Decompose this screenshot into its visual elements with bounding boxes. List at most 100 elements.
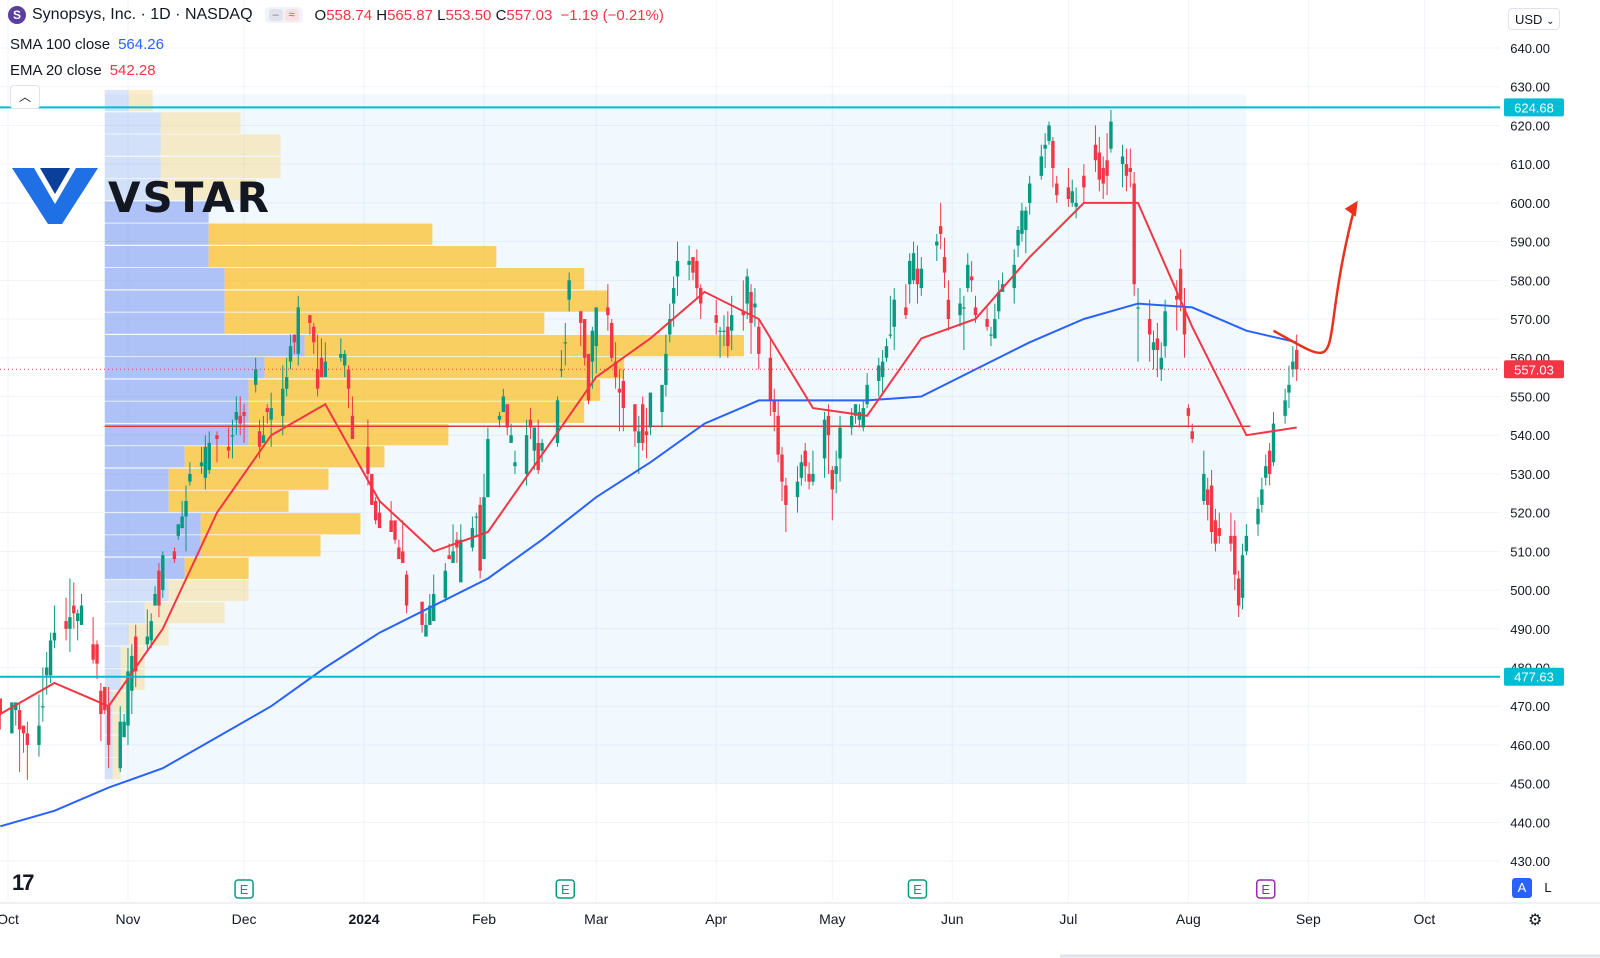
candle-body bbox=[675, 260, 680, 277]
candle-body bbox=[323, 361, 328, 378]
candle bbox=[52, 605, 57, 649]
volume-profile-down-bar bbox=[112, 735, 121, 758]
candle bbox=[1051, 137, 1055, 188]
candle bbox=[563, 322, 567, 366]
volume-profile-down-bar bbox=[168, 579, 249, 601]
candle bbox=[880, 350, 885, 393]
candle-body bbox=[753, 303, 757, 308]
price-tick-label: 580.00 bbox=[1510, 273, 1550, 288]
candle bbox=[633, 404, 637, 447]
candle bbox=[1147, 299, 1152, 362]
candle bbox=[199, 446, 204, 474]
low-value: 553.50 bbox=[445, 6, 492, 24]
candle-body bbox=[188, 473, 192, 482]
candle-body bbox=[691, 257, 695, 273]
price-tick-label: 450.00 bbox=[1510, 777, 1550, 792]
candle bbox=[312, 322, 316, 354]
candle bbox=[745, 268, 749, 320]
candle-body bbox=[1267, 450, 1272, 474]
candle-body bbox=[103, 686, 107, 711]
candle-body bbox=[401, 551, 405, 563]
log-scale-button[interactable]: L bbox=[1544, 880, 1552, 895]
candle bbox=[772, 388, 776, 432]
candle-body bbox=[1206, 489, 1210, 505]
volume-profile-down-bar bbox=[160, 178, 257, 201]
candle-body bbox=[644, 431, 649, 436]
price-axis[interactable]: 640.00 630.00 620.00 610.00 600.00 590.00 580.… bbox=[1500, 0, 1600, 958]
candle-body bbox=[962, 307, 966, 309]
price-tick-label: 490.00 bbox=[1510, 622, 1550, 637]
candle bbox=[985, 307, 989, 331]
tradingview-logo-icon[interactable]: 17 bbox=[12, 870, 35, 895]
volume-profile-up-bar bbox=[104, 490, 169, 512]
volume-profile-up-bar bbox=[104, 268, 225, 290]
candle-body bbox=[1159, 357, 1163, 370]
time-tick-label: Dec bbox=[232, 911, 257, 927]
volume-profile-down-bar bbox=[200, 535, 321, 557]
volume-profile-up-bar bbox=[104, 446, 185, 468]
candle-body bbox=[509, 435, 513, 443]
settings-gear-icon[interactable]: ⚙ bbox=[1528, 912, 1543, 929]
indicator-sma[interactable]: SMA 100 close 564.26 bbox=[10, 36, 164, 53]
volume-profile-down-bar bbox=[208, 245, 497, 268]
candle-body bbox=[1066, 187, 1071, 200]
volume-profile-down-bar bbox=[184, 446, 385, 468]
candle-body bbox=[617, 388, 622, 393]
candle-body bbox=[1186, 408, 1191, 416]
candle bbox=[1182, 288, 1187, 358]
currency-select[interactable]: USD ⌄ bbox=[1508, 8, 1560, 30]
candlesticks[interactable] bbox=[0, 109, 1299, 780]
indicator-ema[interactable]: EMA 20 close 542.28 bbox=[10, 62, 156, 79]
symbol-title[interactable]: Synopsys, Inc. · 1D · NASDAQ bbox=[32, 6, 253, 23]
candle-body bbox=[877, 365, 881, 381]
market-status-pill[interactable]: – ≈ bbox=[264, 7, 303, 23]
candle-body bbox=[536, 442, 540, 471]
candle bbox=[935, 233, 939, 261]
candle-body bbox=[52, 632, 57, 641]
candle-body bbox=[79, 605, 84, 625]
sma-100-line bbox=[0, 302, 1297, 828]
candle bbox=[1287, 365, 1291, 409]
candle bbox=[145, 609, 150, 653]
candle-body bbox=[215, 435, 219, 440]
candle-body bbox=[269, 408, 273, 420]
candle-body bbox=[695, 260, 699, 289]
candle bbox=[509, 423, 513, 443]
candle bbox=[691, 257, 695, 281]
candle bbox=[25, 721, 30, 780]
volume-profile-up-bar bbox=[104, 468, 169, 490]
candle-body bbox=[1202, 473, 1206, 502]
candle-body bbox=[234, 411, 239, 420]
candle-body bbox=[226, 446, 231, 451]
candle-body bbox=[308, 315, 312, 323]
earnings-marker-box bbox=[907, 879, 928, 899]
candle bbox=[877, 357, 881, 397]
candle bbox=[79, 593, 84, 625]
candle-body bbox=[161, 555, 165, 591]
earnings-marker-label: E bbox=[1261, 882, 1270, 897]
volume-profile-down-bar bbox=[248, 424, 449, 446]
candle-body bbox=[555, 400, 560, 443]
candle bbox=[234, 396, 239, 436]
time-axis[interactable]: Oct Nov Dec 2024 Feb Mar Apr May Jun Jul Aug Sep Oct bbox=[0, 902, 1600, 958]
candle-body bbox=[640, 404, 645, 443]
candle-body bbox=[284, 377, 289, 389]
candle-body bbox=[180, 516, 184, 529]
change-value: −1.19 (−0.21%) bbox=[560, 6, 664, 24]
auto-scale-button[interactable]: A bbox=[1512, 878, 1532, 898]
candle bbox=[1229, 512, 1233, 552]
candle bbox=[908, 253, 912, 304]
candle bbox=[157, 562, 161, 618]
candle-body bbox=[1109, 121, 1113, 149]
volume-profile-down-bar bbox=[168, 468, 329, 490]
time-tick-label: Oct bbox=[1414, 911, 1436, 927]
candle-body bbox=[1051, 140, 1055, 169]
candle bbox=[1163, 299, 1167, 358]
symbol-logo-icon[interactable]: S bbox=[8, 6, 26, 24]
time-tick-label: Nov bbox=[116, 911, 141, 927]
candle bbox=[501, 388, 506, 412]
earnings-marker-box bbox=[234, 879, 254, 899]
collapse-indicators-button[interactable]: ︿ bbox=[10, 85, 40, 109]
